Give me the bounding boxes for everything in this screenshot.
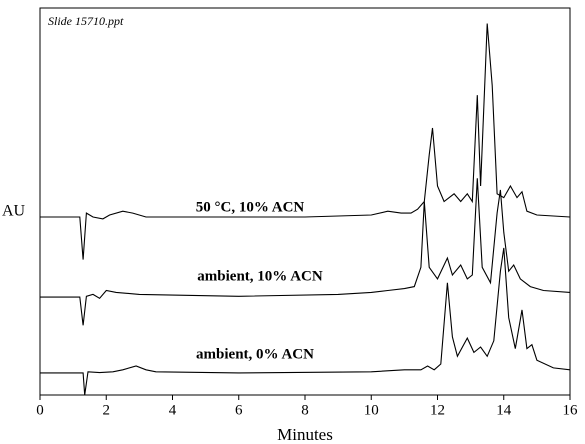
x-axis-label: Minutes bbox=[277, 425, 333, 444]
x-tick-label: 2 bbox=[103, 402, 111, 418]
trace bbox=[40, 247, 571, 396]
x-tick-label: 10 bbox=[364, 402, 379, 418]
trace-label: ambient, 10% ACN bbox=[197, 268, 323, 284]
x-tick-label: 12 bbox=[430, 402, 445, 418]
trace bbox=[40, 23, 571, 260]
x-tick-label: 14 bbox=[496, 402, 512, 418]
trace bbox=[40, 178, 571, 326]
trace-label: 50 °C, 10% ACN bbox=[196, 199, 305, 215]
x-tick-label: 6 bbox=[235, 402, 243, 418]
annotation: Slide 15710.ppt bbox=[48, 14, 124, 28]
x-tick-label: 4 bbox=[169, 402, 177, 418]
y-axis-label: AU bbox=[2, 203, 26, 220]
x-tick-label: 16 bbox=[563, 402, 579, 418]
x-tick-label: 8 bbox=[301, 402, 309, 418]
x-tick-label: 0 bbox=[36, 402, 44, 418]
trace-label: ambient, 0% ACN bbox=[196, 346, 314, 362]
